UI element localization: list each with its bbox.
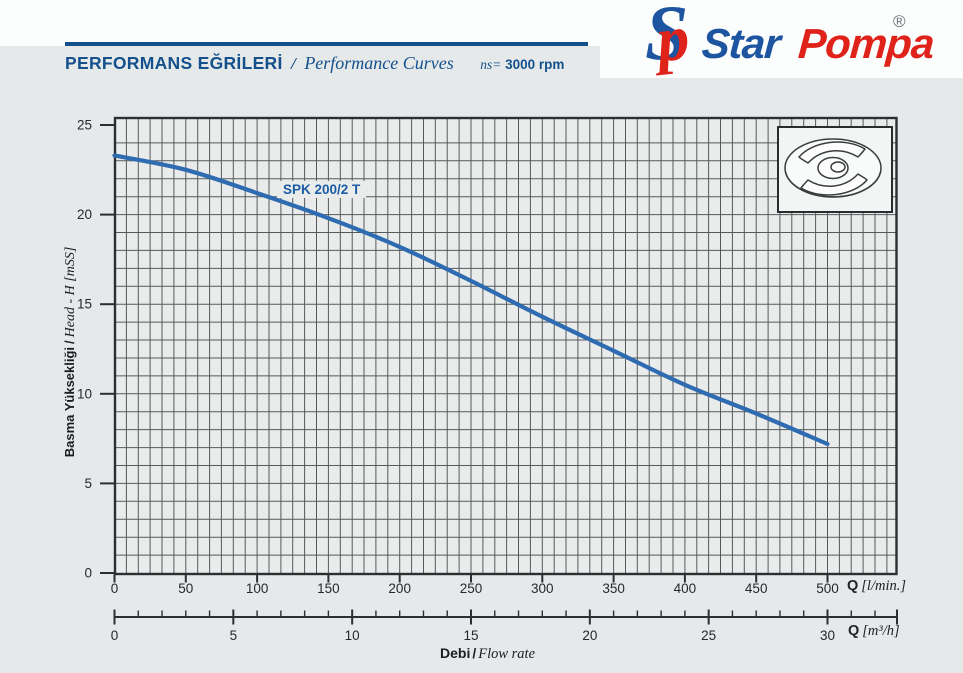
y-axis-title: Basma Yüksekliği / Head - H [mSS]	[61, 247, 79, 458]
x-tick-label: 100	[246, 581, 269, 596]
q-symbol: Q	[847, 578, 859, 594]
page-title-english: Performance Curves	[304, 53, 454, 73]
x-tick-label: 300	[531, 581, 554, 596]
page-title-turkish: PERFORMANS EĞRİLERİ	[65, 53, 283, 73]
registered-trademark: ®	[893, 12, 906, 31]
x-tick-label: 50	[178, 581, 193, 596]
logo-letter-s: S	[645, 0, 689, 76]
header-underline	[65, 42, 588, 46]
ruler-tick-label: 0	[111, 628, 119, 643]
curve-label: SPK 200/2 T	[277, 181, 367, 198]
x-tick-label: 200	[388, 581, 411, 596]
lmin-unit: [l/min.]	[861, 578, 906, 594]
impeller-box	[777, 126, 893, 213]
ruler-tick-label: 25	[701, 628, 716, 643]
flow-label-separator: /	[472, 645, 477, 661]
y-axis-title-separator: /	[62, 340, 77, 344]
x-axis-unit-m3h: Q [m³/h]	[848, 622, 900, 640]
page-title: PERFORMANS EĞRİLERİ / Performance Curves…	[65, 53, 564, 77]
logo-background	[600, 0, 963, 78]
ruler-tick-label: 5	[230, 628, 238, 643]
x-tick-label: 150	[317, 581, 340, 596]
ruler-tick-label: 15	[463, 628, 478, 643]
flow-rate-axis-label: Debi / Flow rate	[440, 645, 535, 663]
x-axis-unit-lmin: Q [l/min.]	[847, 577, 906, 595]
x-tick-label: 500	[816, 581, 839, 596]
sp-monogram-icon: S p	[645, 0, 707, 84]
y-tick-label: 10	[77, 386, 92, 401]
ruler-tick-label: 10	[345, 628, 360, 643]
impeller-line-drawing-icon	[784, 138, 882, 198]
speed-value: 3000 rpm	[505, 57, 565, 72]
plot-border	[113, 116, 898, 576]
m3h-unit: [m³/h]	[862, 623, 900, 639]
page-title-separator: /	[291, 54, 296, 73]
speed-annotation: ns= 3000 rpm	[480, 57, 564, 72]
y-tick-label: 0	[84, 566, 92, 581]
ruler-tick-label: 20	[582, 628, 597, 643]
y-axis-title-turkish: Basma Yüksekliği	[62, 346, 77, 458]
y-tick-label: 20	[77, 207, 92, 222]
flow-label-english: Flow rate	[478, 646, 536, 662]
star-pompa-logo: S p Star Pompa ®	[645, 0, 945, 84]
x-tick-label: 350	[602, 581, 625, 596]
ruler-tick-label: 30	[820, 628, 835, 643]
y-axis-title-english: Head - H [mSS]	[63, 246, 78, 338]
x-tick-label: 400	[674, 581, 697, 596]
y-tick-label: 5	[84, 476, 92, 491]
y-tick-label: 25	[77, 118, 92, 133]
x-tick-label: 250	[460, 581, 483, 596]
grid-minor	[115, 118, 897, 574]
speed-prefix: ns=	[480, 57, 502, 72]
x-tick-label: 0	[111, 581, 119, 596]
q-symbol-2: Q	[848, 623, 860, 639]
performance-curve	[112, 153, 830, 447]
x-tick-label: 450	[745, 581, 768, 596]
y-tick-label: 15	[77, 297, 92, 312]
flow-label-turkish: Debi	[440, 645, 471, 661]
